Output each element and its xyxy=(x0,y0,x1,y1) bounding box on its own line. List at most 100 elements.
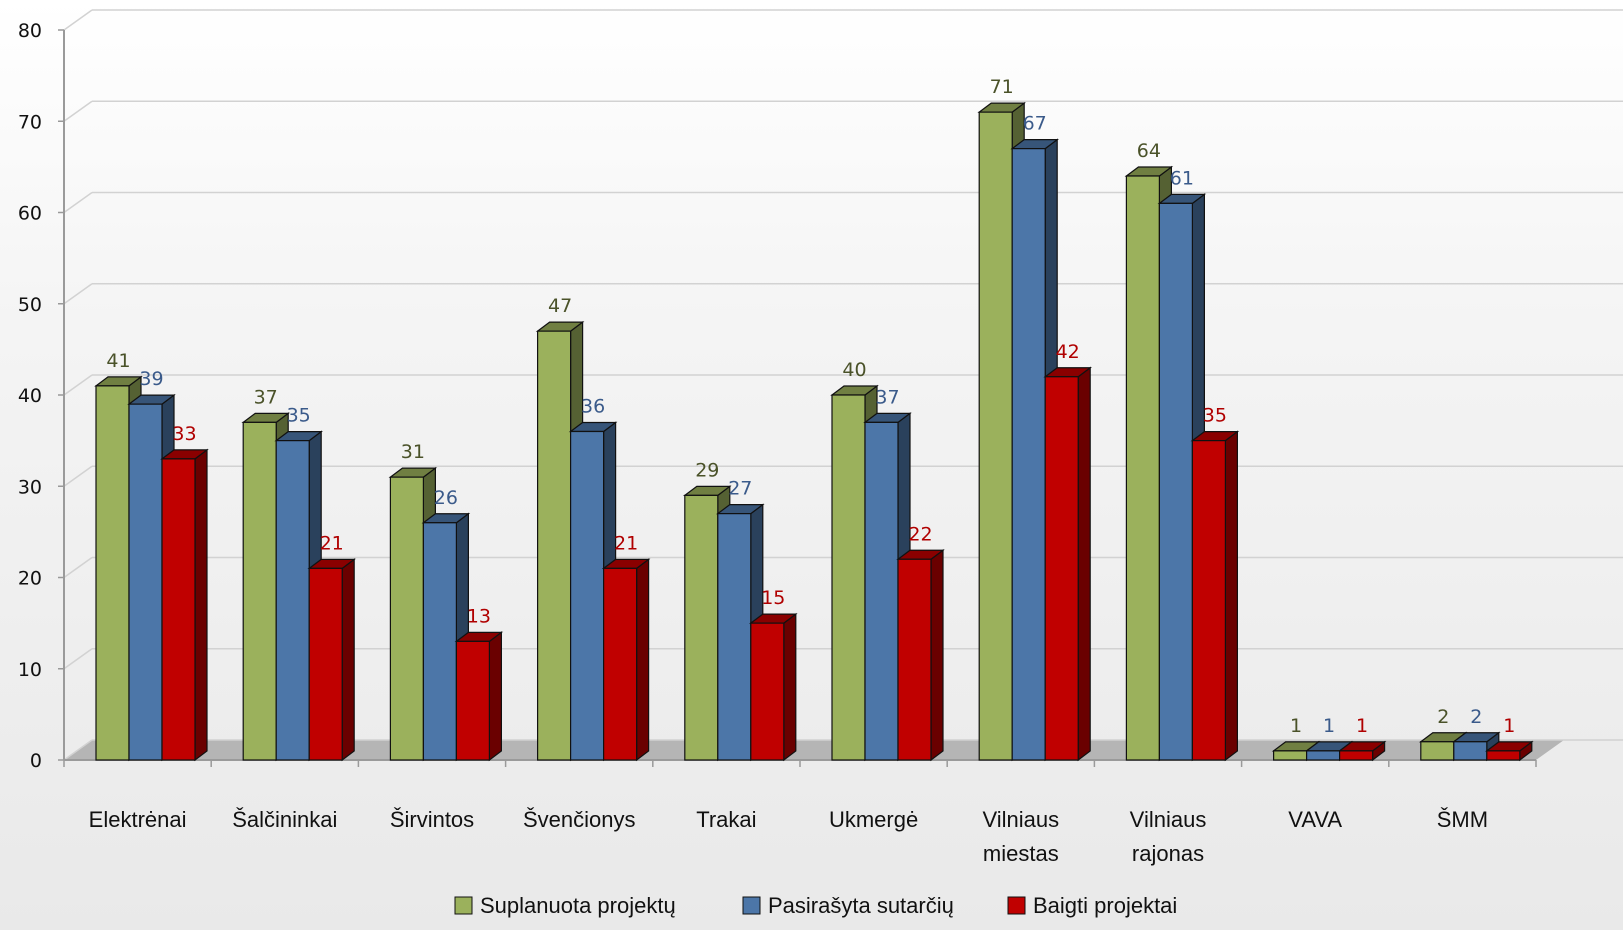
bar-side xyxy=(1077,366,1091,762)
data-label: 21 xyxy=(320,532,344,554)
bar xyxy=(1337,740,1387,762)
bar-front xyxy=(717,513,752,761)
bar-front xyxy=(161,458,196,761)
data-label: 42 xyxy=(1056,341,1080,363)
bar-front xyxy=(864,421,899,761)
bar xyxy=(127,393,176,762)
bar-side xyxy=(341,558,355,762)
bar-front xyxy=(1305,750,1341,761)
bar-front xyxy=(1191,440,1227,761)
bar-front xyxy=(602,567,638,761)
data-label: 29 xyxy=(695,459,719,481)
data-label: 40 xyxy=(842,359,866,381)
data-label: 1 xyxy=(1323,715,1335,737)
chart-bars xyxy=(94,101,1534,762)
x-tick-label: Trakai xyxy=(696,807,756,832)
y-tick-label: 80 xyxy=(18,20,42,42)
bar xyxy=(1190,430,1240,762)
bar-front xyxy=(684,494,719,761)
data-label: 21 xyxy=(614,532,638,554)
data-label: 26 xyxy=(434,487,458,509)
data-label: 31 xyxy=(401,441,425,463)
gridline-diagonal xyxy=(63,9,93,31)
y-tick-label: 50 xyxy=(18,294,42,316)
legend-label: Baigti projektai xyxy=(1033,893,1177,918)
x-tick-label: Vilniaus rajonas xyxy=(1130,807,1207,866)
data-label: 22 xyxy=(908,523,932,545)
legend-item[interactable]: Baigti projektai xyxy=(1007,893,1177,918)
y-tick-label: 0 xyxy=(30,750,42,772)
y-tick-label: 30 xyxy=(18,476,42,498)
legend-swatch xyxy=(742,896,761,915)
legend-item[interactable]: Suplanuota projektų xyxy=(454,893,676,918)
legend-item[interactable]: Pasirašyta sutarčių xyxy=(742,893,954,918)
data-label: 1 xyxy=(1503,715,1515,737)
bar-front xyxy=(536,330,572,761)
bar xyxy=(307,558,357,762)
bar xyxy=(454,631,504,762)
y-tick-label: 40 xyxy=(18,385,42,407)
x-tick-label: ŠMM xyxy=(1437,807,1488,832)
legend-label: Suplanuota projektų xyxy=(480,893,676,918)
x-tick-label: Švenčionys xyxy=(523,807,636,832)
chart-data-labels: 4139333735213126134736212927154037227167… xyxy=(106,76,1515,737)
bar-front xyxy=(978,111,1013,761)
bar-front xyxy=(1338,750,1374,761)
bar-front xyxy=(422,522,457,761)
data-label: 33 xyxy=(172,423,196,445)
data-label: 35 xyxy=(1203,405,1227,427)
data-label: 35 xyxy=(287,405,311,427)
x-tick-label: Šalčininkai xyxy=(232,807,337,832)
bar-front xyxy=(128,403,163,761)
bar xyxy=(160,448,209,762)
bar-side xyxy=(1224,430,1239,762)
legend-label: Pasirašyta sutarčių xyxy=(768,893,954,918)
gridline-diagonal xyxy=(63,739,93,761)
data-label: 13 xyxy=(467,605,491,627)
bar-front xyxy=(1272,750,1308,761)
bar-front xyxy=(308,567,343,761)
bar-front xyxy=(1453,741,1488,761)
data-label: 64 xyxy=(1137,140,1161,162)
bar-front xyxy=(275,440,310,761)
x-tick-label: Širvintos xyxy=(390,807,474,832)
data-label: 37 xyxy=(875,386,899,408)
bar-side xyxy=(194,448,208,762)
bar-front xyxy=(242,421,277,761)
x-tick-label: VAVA xyxy=(1288,807,1342,832)
bar-front xyxy=(569,430,605,761)
bar-front xyxy=(1420,741,1455,761)
chart-legend[interactable]: Suplanuota projektų Pasirašyta sutarčių Ba… xyxy=(454,893,1177,918)
data-label: 2 xyxy=(1470,706,1482,728)
gridline-diagonal xyxy=(63,556,93,579)
data-label: 47 xyxy=(548,295,572,317)
data-label: 71 xyxy=(990,76,1014,98)
bar-side xyxy=(783,612,797,762)
bar-front xyxy=(831,394,866,761)
bar-front xyxy=(95,385,130,761)
bar xyxy=(896,549,945,762)
bar-side xyxy=(930,549,944,762)
data-label: 27 xyxy=(728,478,752,500)
bar xyxy=(748,612,798,762)
y-tick-label: 60 xyxy=(18,203,42,225)
bar xyxy=(1485,740,1534,762)
x-axis-tick-labels: Elektrėnai Šalčininkai Širvintos Švenčionys… xyxy=(89,807,1488,866)
bar-front xyxy=(1044,376,1079,761)
data-label: 2 xyxy=(1437,706,1449,728)
legend-swatch xyxy=(454,896,473,915)
data-label: 1 xyxy=(1290,715,1302,737)
data-label: 67 xyxy=(1023,113,1047,135)
data-label: 61 xyxy=(1170,167,1194,189)
bar-front xyxy=(750,622,785,761)
data-label: 36 xyxy=(581,396,605,418)
y-tick-label: 10 xyxy=(18,659,42,681)
bar-front xyxy=(1486,750,1521,761)
gridline-diagonal xyxy=(63,283,93,305)
bar-front xyxy=(1011,148,1046,761)
y-tick-label: 70 xyxy=(18,111,42,133)
gridline-diagonal xyxy=(63,465,93,487)
x-tick-label: Vilniaus miestas xyxy=(982,807,1059,866)
bar-side xyxy=(635,558,650,762)
bar-front xyxy=(389,476,424,761)
